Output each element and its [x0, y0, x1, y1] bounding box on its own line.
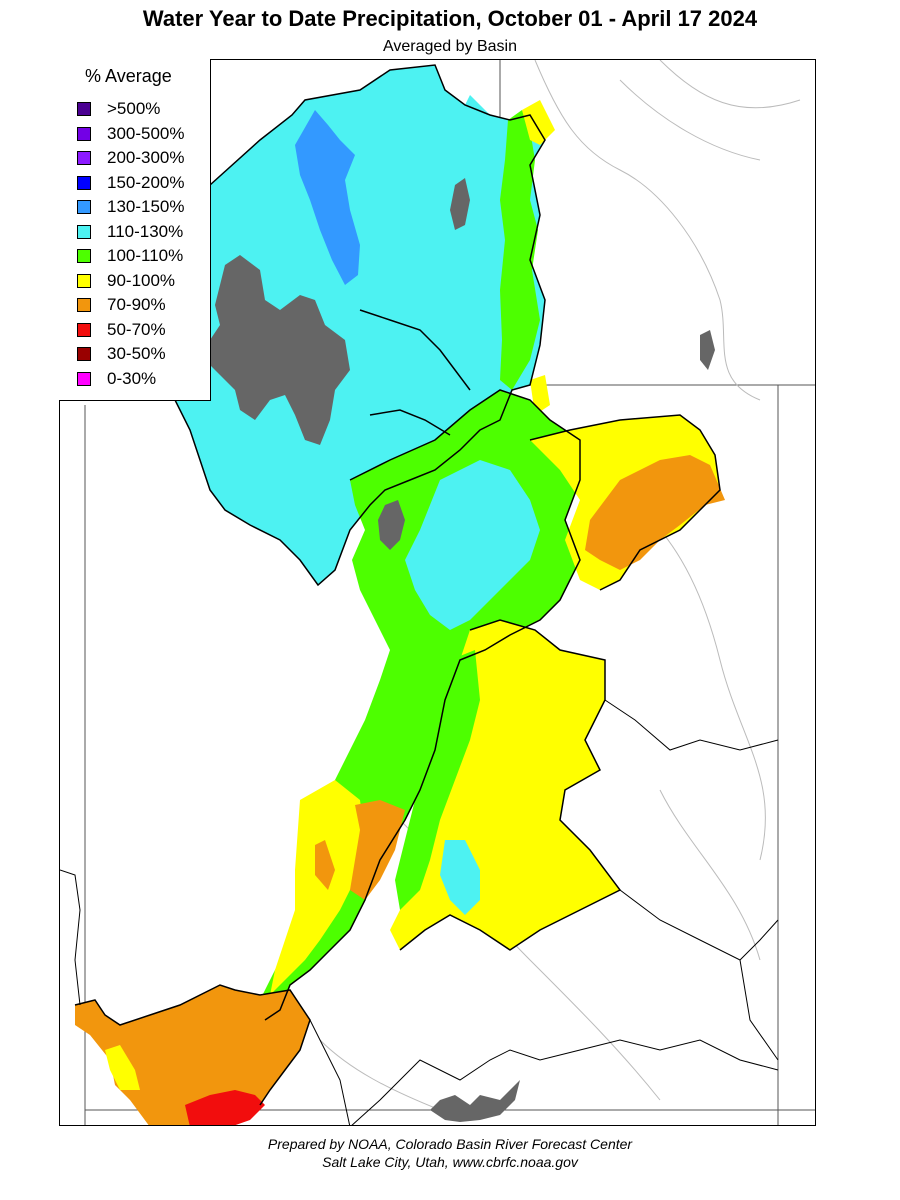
bear-lake — [450, 178, 470, 230]
legend-item: 0-30% — [77, 369, 156, 389]
basin-70-90-sevier2 — [315, 840, 335, 890]
legend-item: 130-150% — [77, 197, 185, 217]
legend-swatch — [77, 273, 91, 288]
legend-item: 70-90% — [77, 295, 166, 315]
legend-label: 30-50% — [107, 344, 166, 363]
legend-swatch — [77, 151, 91, 165]
basin-fills — [75, 65, 725, 1125]
outer-basin-outlines — [60, 699, 779, 1125]
legend-item: 150-200% — [77, 173, 185, 193]
map-title: Water Year to Date Precipitation, Octobe… — [142, 6, 758, 31]
flaming-gorge — [700, 330, 715, 370]
basin-boundaries — [74, 64, 721, 1106]
legend-label: 130-150% — [107, 197, 185, 216]
legend-label: 90-100% — [107, 270, 176, 290]
legend-swatch — [77, 371, 91, 386]
legend-label: 50-70% — [107, 319, 166, 339]
legend-swatch — [77, 249, 91, 263]
legend-item: 200-300% — [77, 148, 185, 168]
basin-110-130-central — [405, 460, 540, 630]
footer-credit: Prepared by NOAA, Colorado Basin River F… — [267, 1136, 633, 1152]
lakes — [210, 178, 715, 1122]
basin-100-110-ne — [500, 110, 540, 390]
legend-item: >500% — [77, 99, 160, 119]
basin-90-100-virgin — [105, 1045, 140, 1090]
basin-110-130-south — [440, 840, 480, 915]
map-subtitle: Averaged by Basin — [382, 38, 517, 55]
basin-90-100-sevier — [270, 780, 365, 995]
legend-item: 30-50% — [77, 344, 166, 364]
legend-label: 100-110% — [107, 246, 184, 265]
legend-item: 100-110% — [77, 246, 183, 266]
legend-item: 50-70% — [77, 320, 166, 340]
map-canvas — [60, 60, 815, 1125]
basin-70-90-uinta — [585, 455, 725, 570]
legend-label: >500% — [107, 99, 161, 118]
legend-swatch — [77, 126, 91, 141]
legend-item: 300-500% — [77, 124, 185, 144]
basin-130-150 — [295, 110, 360, 285]
legend-swatch — [77, 200, 91, 214]
legend-swatch — [77, 298, 91, 312]
legend-label: 200-300% — [107, 148, 185, 167]
precipitation-map — [59, 59, 816, 1126]
basin-100-110-south — [395, 650, 480, 910]
legend-swatch — [77, 102, 91, 116]
legend: % Average >500% 300-500% 200-300% 150-200% 1… — [59, 59, 211, 401]
legend-label: 110-130% — [107, 221, 184, 241]
lake-powell — [430, 1080, 520, 1122]
legend-label: 0-30% — [107, 368, 157, 388]
footer-location: Salt Lake City, Utah, www.cbrfc.noaa.gov — [322, 1154, 578, 1170]
basin-50-70-south — [185, 1090, 265, 1125]
basin-90-100-ne — [522, 100, 555, 145]
legend-swatch — [77, 322, 91, 337]
legend-swatch — [77, 224, 91, 239]
great-salt-lake — [210, 255, 350, 445]
legend-item: 90-100% — [77, 271, 175, 291]
legend-item: 110-130% — [77, 222, 183, 242]
legend-title: % Average — [85, 66, 172, 86]
legend-label: 300-500% — [107, 123, 185, 143]
legend-label: 150-200% — [107, 172, 185, 192]
legend-label: 70-90% — [107, 295, 166, 314]
legend-swatch — [77, 175, 91, 190]
basin-70-90-sevier — [350, 800, 405, 900]
utah-lake — [378, 500, 405, 550]
legend-swatch — [77, 347, 91, 361]
